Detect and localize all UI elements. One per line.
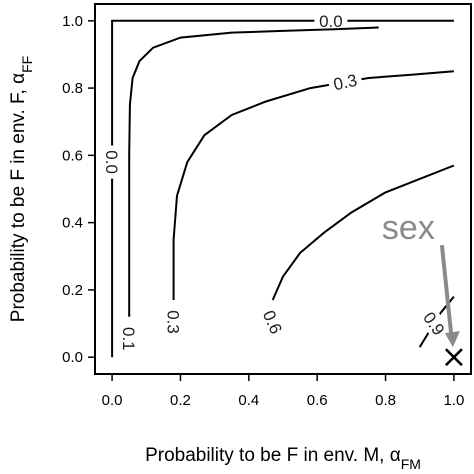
y-axis-label-subscript: FF [19, 56, 35, 73]
annotation-text: sex [382, 209, 435, 247]
y-tick-label: 1.0 [62, 13, 83, 30]
contour-lines: 0.0 0.0 0.1 0.3 0.3 0.6 0.9 [102, 10, 455, 358]
contour-label-background [416, 304, 452, 343]
x-tick-label: 0.2 [170, 392, 191, 409]
contour-line-0-3 [172, 70, 454, 300]
y-tick-label: 0.4 [62, 215, 83, 232]
contour-label: 0.1 [119, 327, 138, 351]
contour-label-group: 0.3 [326, 68, 364, 96]
sex-annotation: sex [382, 209, 463, 367]
contour-label: 0.3 [332, 71, 359, 94]
contour-label-background [119, 322, 140, 356]
contour-label-background [314, 10, 348, 31]
contour-label-background [163, 305, 184, 339]
annotation-arrow-head [444, 331, 460, 348]
x-axis-label-subscript: FM [401, 456, 421, 472]
x-tick-label: 0.8 [375, 392, 396, 409]
contour-label-background [326, 68, 364, 96]
y-axis: 0.0 0.2 0.4 0.6 0.8 1.0 [62, 13, 95, 366]
plot-frame [94, 3, 472, 375]
contour-label-background [257, 302, 289, 342]
contour-label: 0.0 [102, 150, 121, 174]
contour-label-group: 0.3 [163, 305, 184, 339]
annotation-arrow-shaft [439, 244, 454, 342]
x-tick-label: 0.6 [307, 392, 328, 409]
contour-line-0-0 [111, 19, 454, 358]
y-axis-label-main: Probability to be F in env. F, α [8, 73, 29, 322]
y-tick-label: 0.0 [62, 349, 83, 366]
contour-line-0-1 [128, 26, 379, 317]
x-axis-label: Probability to be F in env. M, αFM [145, 445, 421, 472]
contour-label-group: 0.0 [102, 145, 123, 179]
x-axis-label-main: Probability to be F in env. M, α [145, 445, 401, 466]
contour-label: 0.0 [319, 12, 343, 31]
contour-label-group: 0.6 [257, 302, 289, 342]
contour-line-0-6 [271, 164, 455, 301]
contour-label-group: 0.1 [119, 322, 140, 356]
contour-label-background [102, 145, 123, 179]
x-tick-label: 0.0 [102, 392, 123, 409]
x-marker-stroke [445, 348, 463, 367]
x-axis: 0.0 0.2 0.4 0.6 0.8 1.0 [102, 374, 464, 409]
y-tick-label: 0.2 [62, 282, 83, 299]
contour-label: 0.3 [164, 310, 183, 334]
x-tick-label: 0.4 [238, 392, 259, 409]
y-axis-label: Probability to be F in env. F, αFF [8, 56, 35, 322]
x-tick-label: 1.0 [443, 392, 464, 409]
contour-label-group: 0.0 [314, 10, 348, 31]
y-tick-label: 0.8 [62, 80, 83, 97]
y-tick-label: 0.6 [62, 147, 83, 164]
contour-label-group: 0.9 [416, 304, 452, 343]
